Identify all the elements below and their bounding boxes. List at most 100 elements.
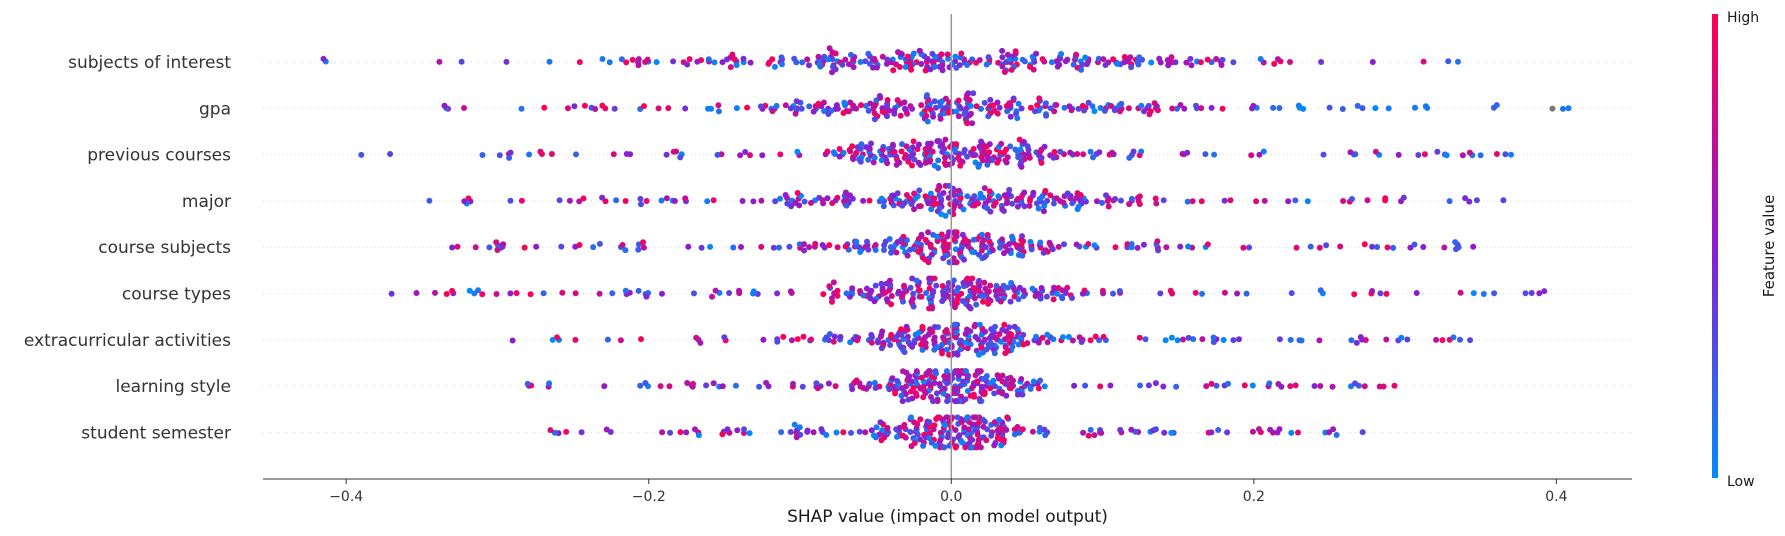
- data-point: [1071, 382, 1078, 389]
- data-point: [1003, 200, 1010, 207]
- data-point: [1382, 195, 1389, 202]
- data-point: [1087, 337, 1094, 344]
- data-point: [558, 243, 565, 250]
- data-point: [909, 343, 916, 350]
- data-point: [1007, 385, 1014, 392]
- data-point: [1051, 108, 1058, 115]
- data-point: [1480, 291, 1487, 297]
- data-point: [913, 380, 920, 387]
- data-point: [1015, 341, 1022, 348]
- data-point: [769, 56, 776, 63]
- data-point: [640, 244, 647, 251]
- data-point: [786, 243, 793, 250]
- data-point: [842, 56, 849, 63]
- data-point: [563, 428, 570, 435]
- data-point: [1103, 192, 1109, 199]
- data-point: [1168, 54, 1175, 61]
- data-point: [916, 287, 923, 294]
- data-point: [983, 346, 990, 353]
- data-point: [880, 203, 887, 210]
- data-point: [1051, 284, 1057, 291]
- data-point: [922, 236, 929, 243]
- data-point: [969, 56, 976, 63]
- data-point: [1218, 62, 1225, 68]
- data-point: [924, 92, 930, 99]
- data-point: [1457, 289, 1464, 296]
- data-point: [750, 288, 757, 295]
- data-point: [944, 398, 951, 405]
- data-point: [685, 243, 692, 250]
- data-point: [637, 195, 644, 202]
- data-point: [942, 154, 948, 161]
- data-point: [663, 151, 670, 158]
- data-point: [1157, 290, 1164, 297]
- data-point: [1317, 383, 1324, 389]
- data-point: [1249, 428, 1256, 435]
- colorbar-gradient: [1712, 14, 1718, 478]
- data-point: [479, 152, 486, 158]
- data-point: [1003, 159, 1010, 166]
- data-point: [931, 275, 938, 282]
- data-point: [1502, 151, 1509, 158]
- data-point: [1064, 190, 1071, 197]
- data-point: [843, 290, 850, 297]
- data-point: [441, 102, 448, 109]
- data-point: [883, 60, 890, 67]
- data-point: [1210, 334, 1217, 341]
- data-point: [896, 64, 903, 70]
- data-point: [879, 146, 886, 153]
- data-point: [1053, 102, 1060, 108]
- data-point: [432, 289, 438, 296]
- data-point: [1491, 290, 1498, 297]
- data-point: [878, 280, 885, 287]
- data-point: [732, 382, 739, 389]
- data-point: [976, 57, 983, 63]
- data-point: [787, 105, 794, 112]
- data-point: [1136, 201, 1143, 208]
- data-point: [855, 334, 861, 341]
- data-point: [1040, 208, 1047, 215]
- data-point: [865, 246, 872, 253]
- data-point: [834, 194, 841, 201]
- data-point: [879, 427, 886, 434]
- data-point: [1177, 102, 1184, 108]
- data-point: [1030, 378, 1037, 385]
- data-point: [1215, 427, 1222, 433]
- data-point: [870, 432, 877, 439]
- data-point: [847, 99, 854, 106]
- data-point: [1038, 159, 1045, 166]
- data-point: [941, 373, 948, 380]
- data-point: [932, 442, 939, 449]
- data-point: [909, 162, 915, 169]
- data-point: [1152, 195, 1159, 202]
- data-point: [1260, 148, 1267, 155]
- data-point: [1560, 105, 1566, 112]
- data-point: [878, 195, 885, 202]
- data-point: [926, 423, 933, 430]
- data-point: [1015, 100, 1022, 107]
- data-point: [1493, 151, 1500, 157]
- data-point: [1357, 334, 1364, 341]
- data-point: [1276, 105, 1283, 111]
- data-point: [712, 287, 719, 294]
- data-point: [641, 103, 647, 110]
- data-point: [898, 236, 905, 243]
- data-point: [1035, 385, 1042, 392]
- data-point: [952, 444, 959, 451]
- data-point: [691, 290, 697, 297]
- data-point: [938, 231, 945, 238]
- data-point: [903, 192, 910, 198]
- data-point: [980, 423, 987, 430]
- data-point: [943, 327, 950, 333]
- data-point: [830, 279, 837, 286]
- data-point: [566, 197, 573, 204]
- data-point: [653, 59, 660, 66]
- data-point: [962, 396, 969, 403]
- data-point: [1155, 247, 1162, 254]
- data-point: [908, 378, 915, 385]
- x-tick-label: −0.4: [329, 489, 363, 505]
- data-point: [1270, 104, 1277, 111]
- data-point: [911, 206, 917, 213]
- data-point: [659, 290, 665, 297]
- data-point: [930, 398, 936, 405]
